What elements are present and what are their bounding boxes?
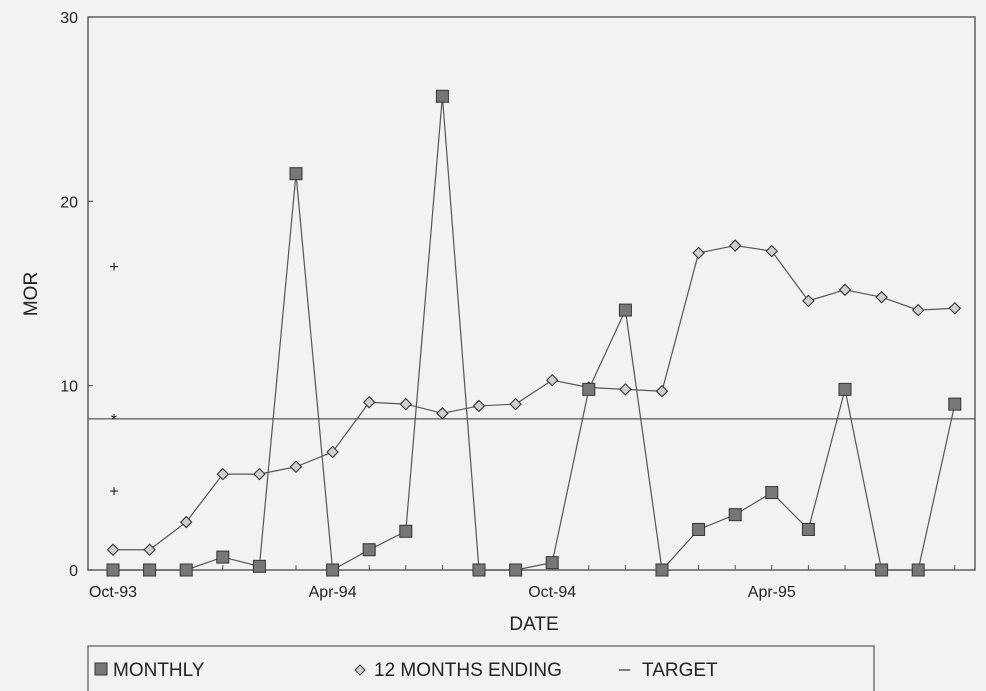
point-monthly bbox=[326, 563, 340, 577]
point-12-months-ending bbox=[509, 397, 522, 411]
point-monthly bbox=[545, 556, 559, 570]
point-monthly bbox=[289, 167, 303, 181]
y-tick-label-20: 20 bbox=[60, 194, 78, 211]
point-12-months-ending bbox=[362, 395, 376, 409]
plot-frame bbox=[87, 16, 976, 571]
point-monthly bbox=[509, 563, 523, 577]
annotation-glyph: * bbox=[111, 412, 117, 429]
point-monthly bbox=[179, 563, 193, 577]
y-tick-label-30: 30 bbox=[60, 10, 78, 27]
point-12-months-ending bbox=[802, 294, 815, 308]
x-tick-label-apr-94: Apr-94 bbox=[309, 584, 357, 601]
legend-swatch-monthly bbox=[94, 662, 108, 676]
point-12-months-ending bbox=[143, 543, 156, 557]
point-12-months-ending bbox=[106, 543, 120, 557]
annotation-glyph: + bbox=[109, 484, 118, 501]
point-12-months-ending bbox=[765, 244, 779, 258]
point-12-months-ending bbox=[216, 467, 230, 481]
point-12-months-ending bbox=[619, 383, 632, 396]
point-monthly bbox=[472, 563, 486, 577]
point-monthly bbox=[875, 563, 889, 577]
legend-label-monthly: MONTHLY bbox=[113, 660, 205, 681]
point-monthly bbox=[692, 522, 706, 536]
point-12-months-ending bbox=[545, 373, 559, 387]
point-12-months-ending bbox=[692, 246, 705, 260]
legend-label-target: TARGET bbox=[642, 660, 718, 681]
point-12-months-ending bbox=[179, 515, 193, 529]
point-monthly bbox=[362, 543, 376, 557]
point-monthly bbox=[582, 382, 596, 396]
point-12-months-ending bbox=[655, 384, 669, 398]
point-monthly bbox=[728, 508, 742, 522]
y-tick-label-10: 10 bbox=[60, 379, 78, 396]
legend-swatch-12-months-ending bbox=[354, 664, 366, 676]
x-tick-label-oct-93: Oct-93 bbox=[89, 584, 137, 601]
point-12-months-ending bbox=[472, 399, 486, 413]
y-axis-title: MOR bbox=[21, 272, 42, 316]
x-tick-label-apr-95: Apr-95 bbox=[748, 584, 796, 601]
point-monthly bbox=[948, 397, 962, 411]
point-monthly bbox=[801, 522, 815, 536]
annotation-glyph: + bbox=[109, 259, 118, 276]
point-12-months-ending bbox=[838, 283, 852, 297]
point-monthly bbox=[106, 563, 120, 577]
point-monthly bbox=[765, 486, 779, 500]
point-monthly bbox=[252, 559, 266, 573]
point-12-months-ending bbox=[728, 239, 742, 252]
point-monthly bbox=[435, 89, 449, 103]
y-tick-label-0: 0 bbox=[69, 563, 78, 580]
x-axis-title: DATE bbox=[509, 614, 558, 635]
point-12-months-ending bbox=[948, 301, 962, 315]
x-tick-label-oct-94: Oct-94 bbox=[528, 584, 576, 601]
point-12-months-ending bbox=[875, 290, 888, 304]
point-12-months-ending bbox=[399, 397, 413, 411]
series-line-monthly bbox=[113, 96, 956, 572]
legend-label-12-months-ending: 12 MONTHS ENDING bbox=[374, 660, 562, 681]
point-monthly bbox=[143, 563, 157, 577]
point-12-months-ending bbox=[253, 467, 266, 481]
series-line-12-months-ending bbox=[113, 244, 955, 551]
point-12-months-ending bbox=[911, 303, 925, 317]
point-12-months-ending bbox=[289, 460, 303, 474]
legend-box bbox=[87, 645, 875, 691]
point-monthly bbox=[618, 303, 632, 317]
point-monthly bbox=[216, 550, 230, 564]
point-12-months-ending bbox=[326, 445, 339, 459]
point-monthly bbox=[838, 382, 852, 396]
point-12-months-ending bbox=[436, 407, 449, 420]
point-monthly bbox=[399, 524, 413, 538]
point-monthly bbox=[911, 563, 925, 577]
point-monthly bbox=[655, 563, 669, 577]
